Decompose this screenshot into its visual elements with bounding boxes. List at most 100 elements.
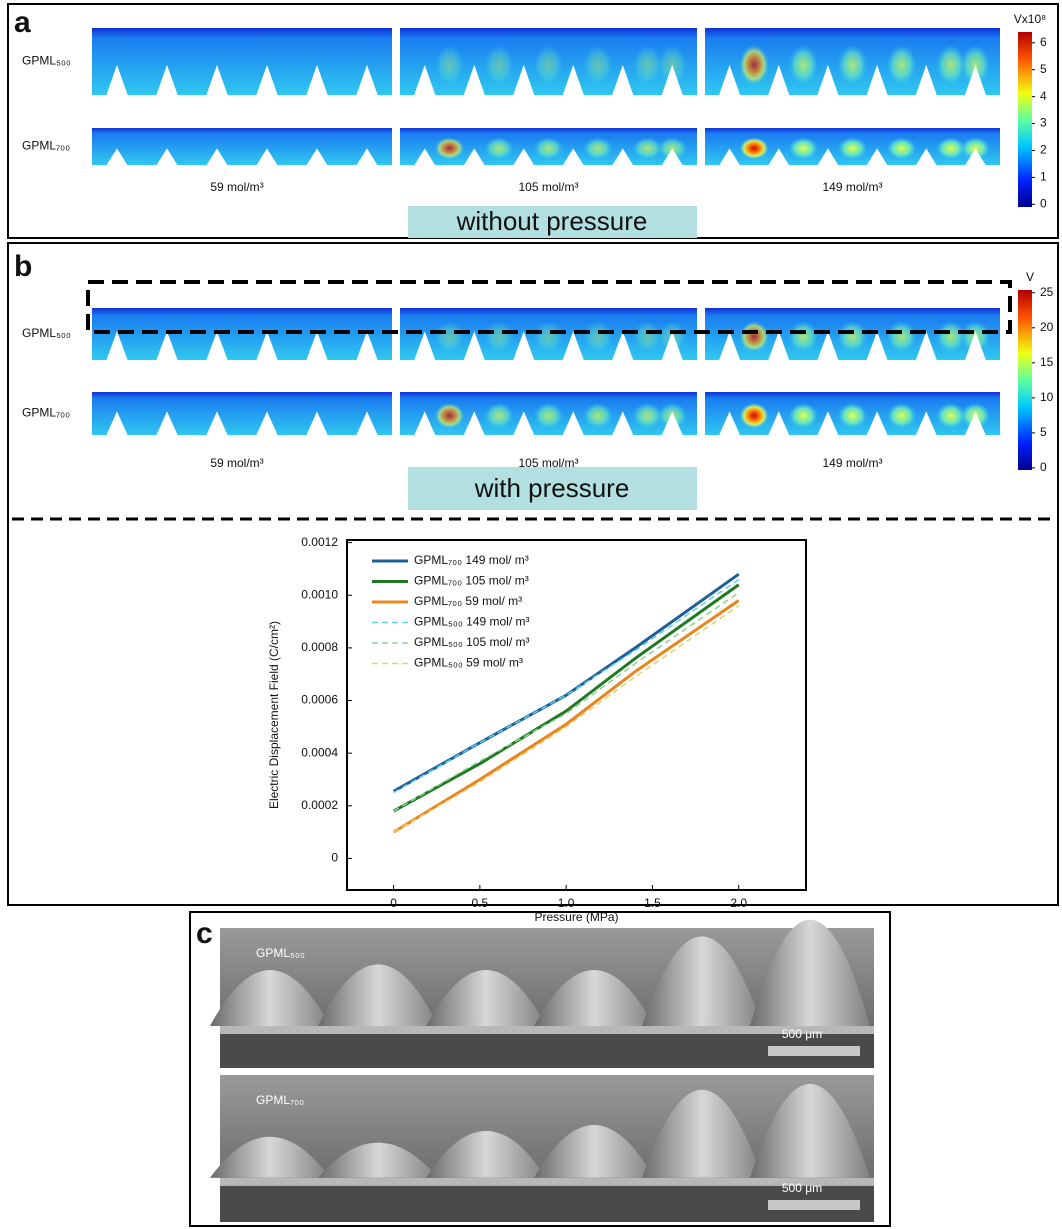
notch xyxy=(562,411,585,436)
banner xyxy=(408,467,697,510)
notch xyxy=(661,64,684,96)
hot-spot xyxy=(837,402,868,429)
notch xyxy=(611,64,634,96)
hot-spot xyxy=(583,44,613,85)
colorbar-tick-label: 6 xyxy=(1040,35,1047,49)
notch xyxy=(413,64,436,96)
data-line xyxy=(392,599,740,834)
notch xyxy=(661,331,684,361)
condition: with pressure xyxy=(474,473,630,503)
legend-label: GPML₇₀₀ 149 mol/ m³ xyxy=(414,553,529,567)
colorbar-tick-label: 5 xyxy=(1040,62,1047,76)
x-tick-label: 1.5 xyxy=(644,896,661,910)
notch xyxy=(718,411,741,436)
notch xyxy=(817,331,839,361)
hot-spot xyxy=(632,321,663,353)
hot-spot xyxy=(886,137,917,160)
notch xyxy=(866,411,888,436)
hot-spot xyxy=(936,321,966,353)
notch xyxy=(306,411,328,436)
colorbar-title: Vx10⁸ xyxy=(1014,12,1046,26)
colorbar-tick-label: 2 xyxy=(1040,143,1047,157)
notch xyxy=(306,331,328,361)
colorbar-tick-label: 1 xyxy=(1040,170,1047,184)
cone xyxy=(642,1089,762,1178)
colorbar-tick-label: 3 xyxy=(1040,116,1047,130)
notch xyxy=(413,148,436,166)
cone xyxy=(318,964,438,1026)
hot-spot xyxy=(533,44,564,85)
notch xyxy=(512,148,535,166)
colorbar-tick-label: 10 xyxy=(1040,390,1054,404)
notch xyxy=(256,148,278,166)
hot-spot xyxy=(936,402,966,429)
cone xyxy=(210,1136,330,1178)
simulation xyxy=(92,28,392,95)
cone xyxy=(210,970,330,1026)
notch xyxy=(661,411,684,436)
hot-spot xyxy=(837,44,868,85)
cone xyxy=(426,970,546,1026)
hot-spot xyxy=(739,137,769,160)
notch xyxy=(512,411,535,436)
colorbar-tick-label: 0 xyxy=(1040,196,1047,210)
hot-spot xyxy=(484,137,514,160)
hot-spot xyxy=(886,44,917,85)
hot-spot xyxy=(739,44,769,85)
notch xyxy=(356,331,378,361)
hot-spot xyxy=(886,321,917,353)
hot-spot xyxy=(788,321,819,353)
notch xyxy=(106,411,128,436)
row-label: GPML₇₀₀ xyxy=(22,406,70,420)
colorbar-tick-label: 15 xyxy=(1040,355,1054,369)
hot-spot xyxy=(739,402,769,429)
data-line xyxy=(393,605,740,833)
colorbar-tick-label: 0 xyxy=(1040,460,1047,474)
simulation xyxy=(92,128,392,165)
hot-spot xyxy=(533,137,564,160)
row-label: GPML₅₀₀ xyxy=(22,326,71,340)
x-tick-label: 2.0 xyxy=(730,896,747,910)
scale-bar xyxy=(768,1200,860,1210)
legend-label: GPML₅₀₀ 149 mol/ m³ xyxy=(414,615,530,629)
concentration: 105 mol/m³ xyxy=(518,456,578,470)
hot-spot xyxy=(936,137,966,160)
notch xyxy=(106,331,128,361)
notch xyxy=(256,411,278,436)
condition: without pressure xyxy=(456,206,648,236)
data-line xyxy=(392,572,740,793)
plot-frame xyxy=(346,539,807,891)
hot-spot xyxy=(837,321,868,353)
hot-spot xyxy=(837,137,868,160)
cone xyxy=(426,1130,546,1178)
notch xyxy=(463,148,486,166)
hot-spot xyxy=(434,44,465,85)
row-label: GPML₅₀₀ xyxy=(22,54,71,68)
colorbar-tick-label: 5 xyxy=(1040,425,1047,439)
notch xyxy=(206,64,228,96)
y-axis-label: Electric Displacement Field (C/cm²) xyxy=(267,621,281,809)
notch xyxy=(915,411,938,436)
panel-b-frame xyxy=(7,242,1059,906)
notch xyxy=(767,148,790,166)
notch xyxy=(413,331,436,361)
y-tick-label: 0 xyxy=(331,851,338,865)
highlight-box xyxy=(86,280,1012,334)
notch xyxy=(767,331,790,361)
cone xyxy=(750,919,870,1026)
cone xyxy=(534,970,654,1026)
hot-spot xyxy=(936,44,966,85)
notch xyxy=(767,411,790,436)
hot-spot xyxy=(434,402,465,429)
cone xyxy=(318,1142,438,1178)
notch xyxy=(206,331,228,361)
notch xyxy=(356,148,378,166)
concentration: 149 mol/m³ xyxy=(822,180,882,194)
notch xyxy=(661,148,684,166)
legend-label: GPML₇₀₀ 59 mol/ m³ xyxy=(414,594,522,608)
sample-label: GPML₇₀₀ xyxy=(256,1093,304,1107)
notch xyxy=(356,64,378,96)
hot-spot xyxy=(886,402,917,429)
notch xyxy=(915,331,938,361)
notch xyxy=(356,411,378,436)
